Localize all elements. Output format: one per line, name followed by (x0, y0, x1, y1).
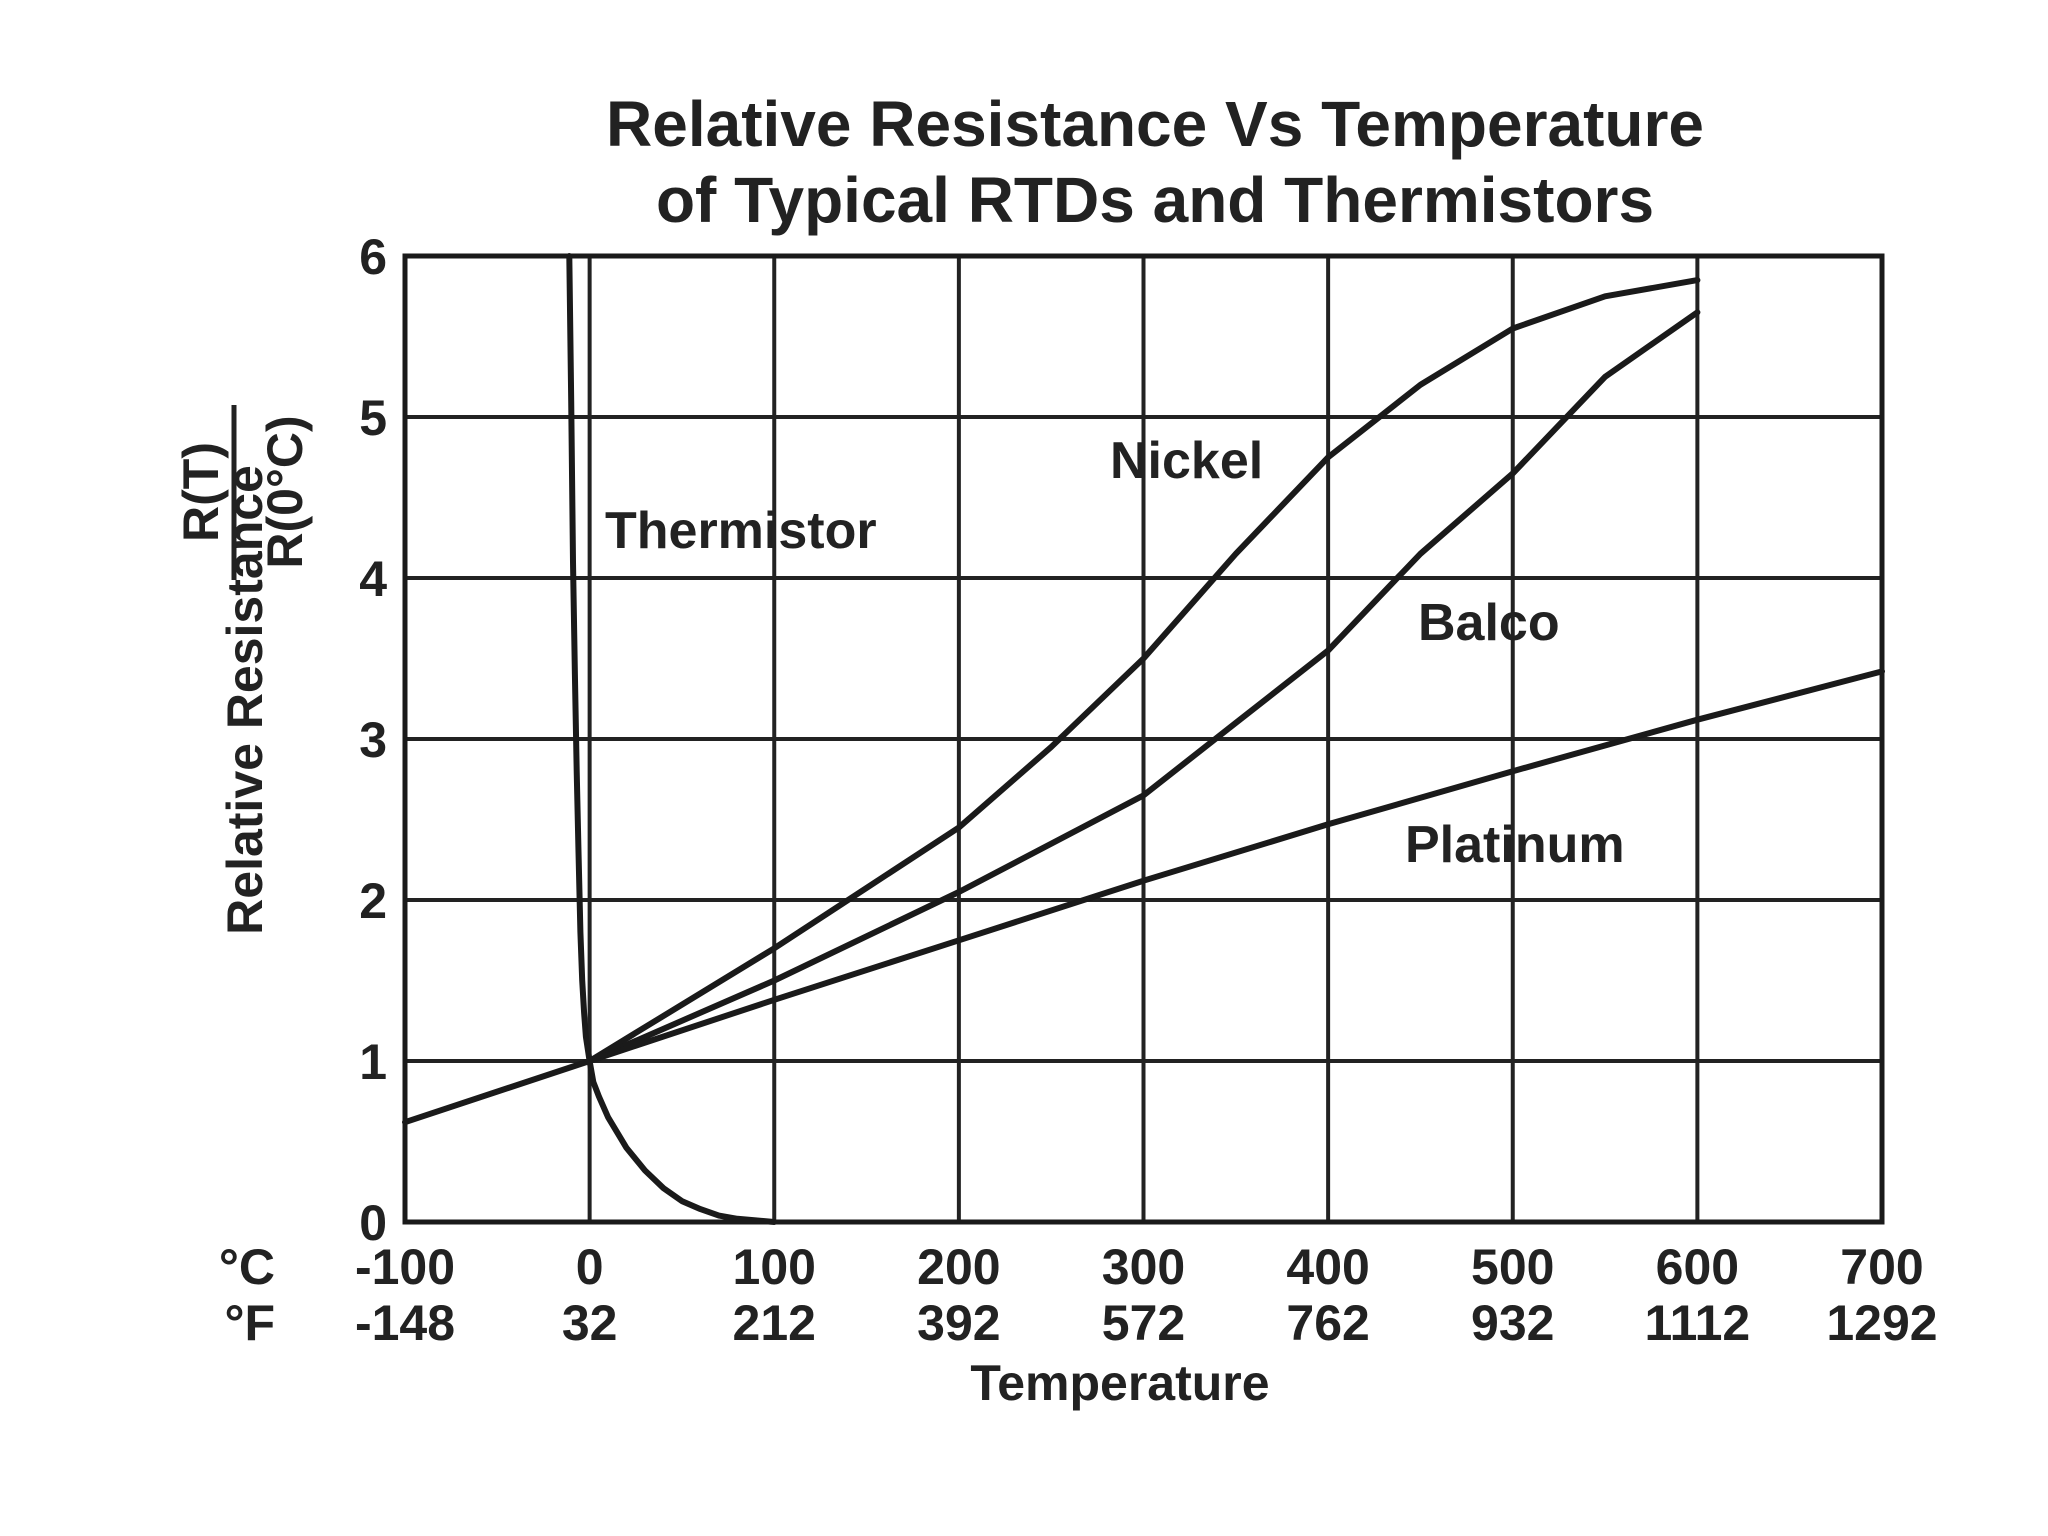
y-tick-label: 6 (359, 229, 387, 285)
x-axis-title: Temperature (970, 1355, 1269, 1411)
x-tick-label-fahrenheit: 1292 (1826, 1295, 1937, 1351)
x-tick-label-celsius: 100 (733, 1239, 816, 1295)
y-axis-fraction-denominator: R(0°C) (257, 415, 313, 568)
series-lines (402, 253, 1885, 1225)
series-label-platinum: Platinum (1405, 816, 1625, 874)
y-tick-label: 4 (359, 551, 387, 607)
y-tick-label: 3 (359, 712, 387, 768)
grid (403, 254, 1884, 1224)
celsius-unit-label: °C (219, 1239, 275, 1295)
x-tick-label-celsius: 700 (1840, 1239, 1923, 1295)
plot-frame (402, 253, 1885, 1225)
y-axis-title: Relative Resistance (217, 465, 273, 935)
y-axis-fraction-numerator: R(T) (173, 442, 229, 542)
y-tick-label: 5 (359, 390, 387, 446)
x-tick-label-fahrenheit: 1112 (1645, 1295, 1751, 1351)
x-tick-label-celsius: 500 (1471, 1239, 1554, 1295)
x-tick-label-celsius: 200 (917, 1239, 1000, 1295)
y-tick-labels: 0 1 2 3 4 5 6 (359, 229, 387, 1251)
series-line-platinum (402, 668, 1885, 1126)
x-tick-label-fahrenheit: -148 (355, 1295, 455, 1351)
x-tick-label-fahrenheit: 932 (1471, 1295, 1554, 1351)
x-tick-label-fahrenheit: 32 (562, 1295, 618, 1351)
series-label-balco: Balco (1418, 594, 1560, 652)
x-tick-label-fahrenheit: 762 (1286, 1295, 1369, 1351)
chart-title: Relative Resistance Vs Temperature of Ty… (606, 88, 1704, 236)
chart-title-line-1: Relative Resistance Vs Temperature (606, 88, 1704, 160)
fahrenheit-unit-label: °F (224, 1295, 275, 1351)
x-tick-label-celsius: 0 (576, 1239, 604, 1295)
y-tick-label: 0 (359, 1195, 387, 1251)
y-tick-label: 2 (359, 873, 387, 929)
series-line-nickel (586, 277, 1701, 1064)
x-tick-label-celsius: 400 (1286, 1239, 1369, 1295)
x-tick-label-fahrenheit: 572 (1102, 1295, 1185, 1351)
x-tick-label-celsius: 600 (1656, 1239, 1739, 1295)
chart-title-line-2: of Typical RTDs and Thermistors (656, 164, 1654, 236)
x-tick-label-fahrenheit: 392 (917, 1295, 1000, 1351)
series-line-thermistor (566, 253, 778, 1225)
series-line-balco (586, 309, 1701, 1064)
y-axis-label: Relative Resistance R(T) R(0°C) (173, 405, 313, 935)
y-tick-label: 1 (359, 1034, 387, 1090)
x-tick-label-fahrenheit: 212 (733, 1295, 816, 1351)
x-tick-label-celsius: -100 (355, 1239, 455, 1295)
series-label-nickel: Nickel (1110, 432, 1263, 490)
x-tick-label-celsius: 300 (1102, 1239, 1185, 1295)
series-label-thermistor: Thermistor (605, 502, 877, 560)
